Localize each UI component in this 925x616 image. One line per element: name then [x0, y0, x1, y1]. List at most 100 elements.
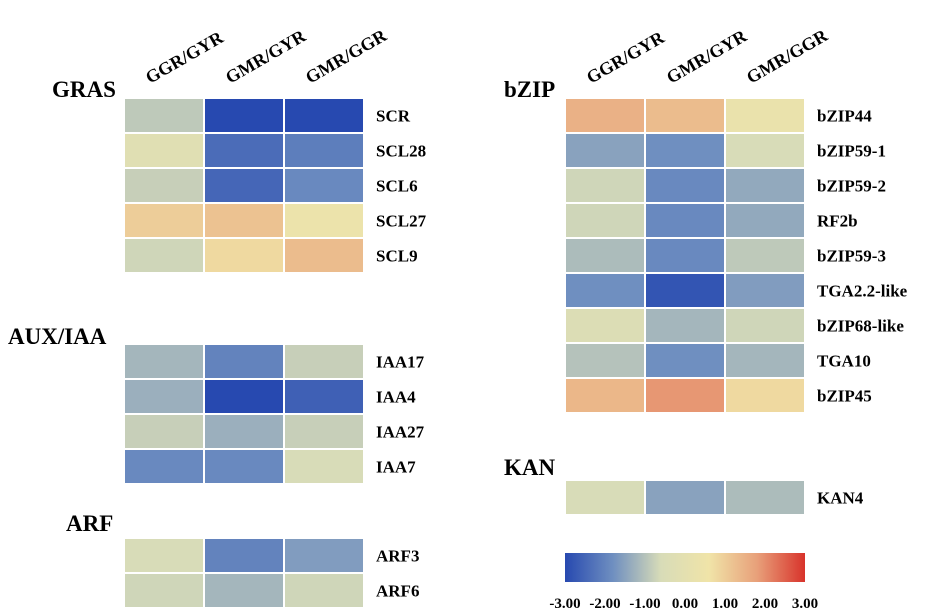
row-label-bzip44: bZIP44 — [817, 107, 872, 126]
heatmap-cell-bzip59-2-gmr-ggr — [724, 167, 806, 204]
colorbar-tick-label: 2.00 — [752, 596, 778, 612]
heatmap-cell-bzip68-like-gmr-gyr — [644, 307, 726, 344]
row-label-tga10: TGA10 — [817, 352, 871, 371]
heatmap-cell-bzip44-gmr-ggr — [724, 97, 806, 134]
heatmap-cell-iaa4-gmr-gyr — [203, 378, 285, 415]
colorbar: -3.00 -2.00 -1.00 0.00 1.00 2.00 3.00 — [549, 553, 818, 612]
heatmap-cell-kan4-gmr-ggr — [724, 479, 806, 516]
row-label-scl6: SCL6 — [376, 177, 418, 196]
heatmap-cell-tga10-gmr-ggr — [724, 342, 806, 379]
colorbar-tick-label: -2.00 — [589, 596, 620, 612]
panel-kan: KAN KAN4 — [504, 455, 864, 516]
heatmap-cell-iaa27-ggr-gyr — [123, 413, 205, 450]
heatmap-cell-iaa17-gmr-ggr — [283, 343, 365, 380]
heatmap-cell-rf2b-ggr-gyr — [564, 202, 646, 239]
heatmap-cell-iaa27-gmr-gyr — [203, 413, 285, 450]
group-title-aux-iaa: AUX/IAA — [8, 324, 107, 349]
heatmap-cell-bzip59-3-gmr-gyr — [644, 237, 726, 274]
heatmap-cell-scl27-gmr-ggr — [283, 202, 365, 239]
row-label-arf6: ARF6 — [376, 582, 419, 601]
heatmap-cell-scl9-ggr-gyr — [123, 237, 205, 274]
heatmap-cell-tga2-2-like-gmr-gyr — [644, 272, 726, 309]
heatmap-cell-bzip68-like-gmr-ggr — [724, 307, 806, 344]
heatmap-cell-kan4-gmr-gyr — [644, 479, 726, 516]
row-label-bzip59-3: bZIP59-3 — [817, 247, 886, 266]
heatmap-cell-bzip59-1-gmr-ggr — [724, 132, 806, 169]
heatmap-cell-kan4-ggr-gyr — [564, 479, 646, 516]
heatmap-cell-iaa7-gmr-ggr — [283, 448, 365, 485]
group-title-bzip: bZIP — [504, 77, 555, 102]
heatmap-cell-bzip59-2-ggr-gyr — [564, 167, 646, 204]
heatmap-cell-iaa7-ggr-gyr — [123, 448, 205, 485]
colorbar-tick-label: -3.00 — [549, 596, 580, 612]
group-title-kan: KAN — [504, 455, 556, 480]
row-label-iaa7: IAA7 — [376, 458, 416, 477]
heatmap-cell-bzip44-gmr-gyr — [644, 97, 726, 134]
heatmap-cell-scl6-gmr-gyr — [203, 167, 285, 204]
row-label-rf2b: RF2b — [817, 212, 858, 231]
heatmap-cell-scl28-gmr-ggr — [283, 132, 365, 169]
heatmap-cell-scr-gmr-ggr — [283, 97, 365, 134]
heatmap-cell-iaa4-gmr-ggr — [283, 378, 365, 415]
heatmap-cell-iaa17-ggr-gyr — [123, 343, 205, 380]
row-label-iaa17: IAA17 — [376, 353, 425, 372]
heatmap-cell-arf3-gmr-gyr — [203, 537, 285, 574]
row-label-arf3: ARF3 — [376, 547, 419, 566]
heatmap-cell-bzip45-ggr-gyr — [564, 377, 646, 414]
heatmap-cell-tga2-2-like-ggr-gyr — [564, 272, 646, 309]
panel-aux-iaa: AUX/IAA IAA17 IAA4 IAA27 IAA7 — [8, 324, 425, 485]
row-label-tga2-2-like: TGA2.2-like — [817, 282, 908, 301]
row-label-scr: SCR — [376, 107, 411, 126]
colorbar-gradient — [565, 553, 805, 582]
row-label-iaa27: IAA27 — [376, 423, 425, 442]
heatmap-cell-scr-ggr-gyr — [123, 97, 205, 134]
heatmap-cell-scl28-ggr-gyr — [123, 132, 205, 169]
heatmap-cell-arf6-gmr-ggr — [283, 572, 365, 609]
heatmap-cell-iaa27-gmr-ggr — [283, 413, 365, 450]
heatmap-cell-scl27-gmr-gyr — [203, 202, 285, 239]
row-label-scl9: SCL9 — [376, 247, 418, 266]
heatmap-cell-bzip68-like-ggr-gyr — [564, 307, 646, 344]
heatmap-cell-rf2b-gmr-gyr — [644, 202, 726, 239]
row-label-bzip59-2: bZIP59-2 — [817, 177, 886, 196]
heatmap-cell-scl9-gmr-ggr — [283, 237, 365, 274]
column-label-ggr-gyr: GGR/GYR — [583, 27, 668, 88]
row-label-kan4: KAN4 — [817, 489, 864, 508]
column-label-gmr-gyr: GMR/GYR — [222, 25, 310, 87]
heatmap-cell-bzip45-gmr-gyr — [644, 377, 726, 414]
heatmap-cell-bzip59-1-ggr-gyr — [564, 132, 646, 169]
panel-arf: ARF ARF3 ARF6 — [66, 511, 419, 609]
heatmap-cell-bzip59-2-gmr-gyr — [644, 167, 726, 204]
heatmap-cell-scl27-ggr-gyr — [123, 202, 205, 239]
heatmap-cell-arf3-ggr-gyr — [123, 537, 205, 574]
heatmap-cell-arf3-gmr-ggr — [283, 537, 365, 574]
heatmap-cell-bzip59-3-gmr-ggr — [724, 237, 806, 274]
heatmap-cell-tga10-ggr-gyr — [564, 342, 646, 379]
heatmap-cell-scr-gmr-gyr — [203, 97, 285, 134]
heatmap-cell-iaa17-gmr-gyr — [203, 343, 285, 380]
heatmap-cell-scl28-gmr-gyr — [203, 132, 285, 169]
column-label-gmr-gyr: GMR/GYR — [663, 25, 751, 87]
row-label-scl28: SCL28 — [376, 142, 426, 161]
heatmap-cell-arf6-ggr-gyr — [123, 572, 205, 609]
group-title-gras: GRAS — [52, 77, 116, 102]
colorbar-tick-label: 3.00 — [792, 596, 818, 612]
heatmap-cell-bzip59-3-ggr-gyr — [564, 237, 646, 274]
colorbar-tick-label: 1.00 — [712, 596, 738, 612]
heatmap-cell-arf6-gmr-gyr — [203, 572, 285, 609]
heatmap-cell-iaa4-ggr-gyr — [123, 378, 205, 415]
heatmap-cell-rf2b-gmr-ggr — [724, 202, 806, 239]
column-label-gmr-ggr: GMR/GGR — [302, 25, 391, 88]
row-label-scl27: SCL27 — [376, 212, 427, 231]
row-label-bzip45: bZIP45 — [817, 387, 872, 406]
heatmap-cell-bzip45-gmr-ggr — [724, 377, 806, 414]
heatmap-cell-iaa7-gmr-gyr — [203, 448, 285, 485]
group-title-arf: ARF — [66, 511, 113, 536]
heatmap-cell-tga2-2-like-gmr-ggr — [724, 272, 806, 309]
row-label-bzip59-1: bZIP59-1 — [817, 142, 886, 161]
colorbar-tick-label: -1.00 — [629, 596, 660, 612]
heatmap-cell-tga10-gmr-gyr — [644, 342, 726, 379]
